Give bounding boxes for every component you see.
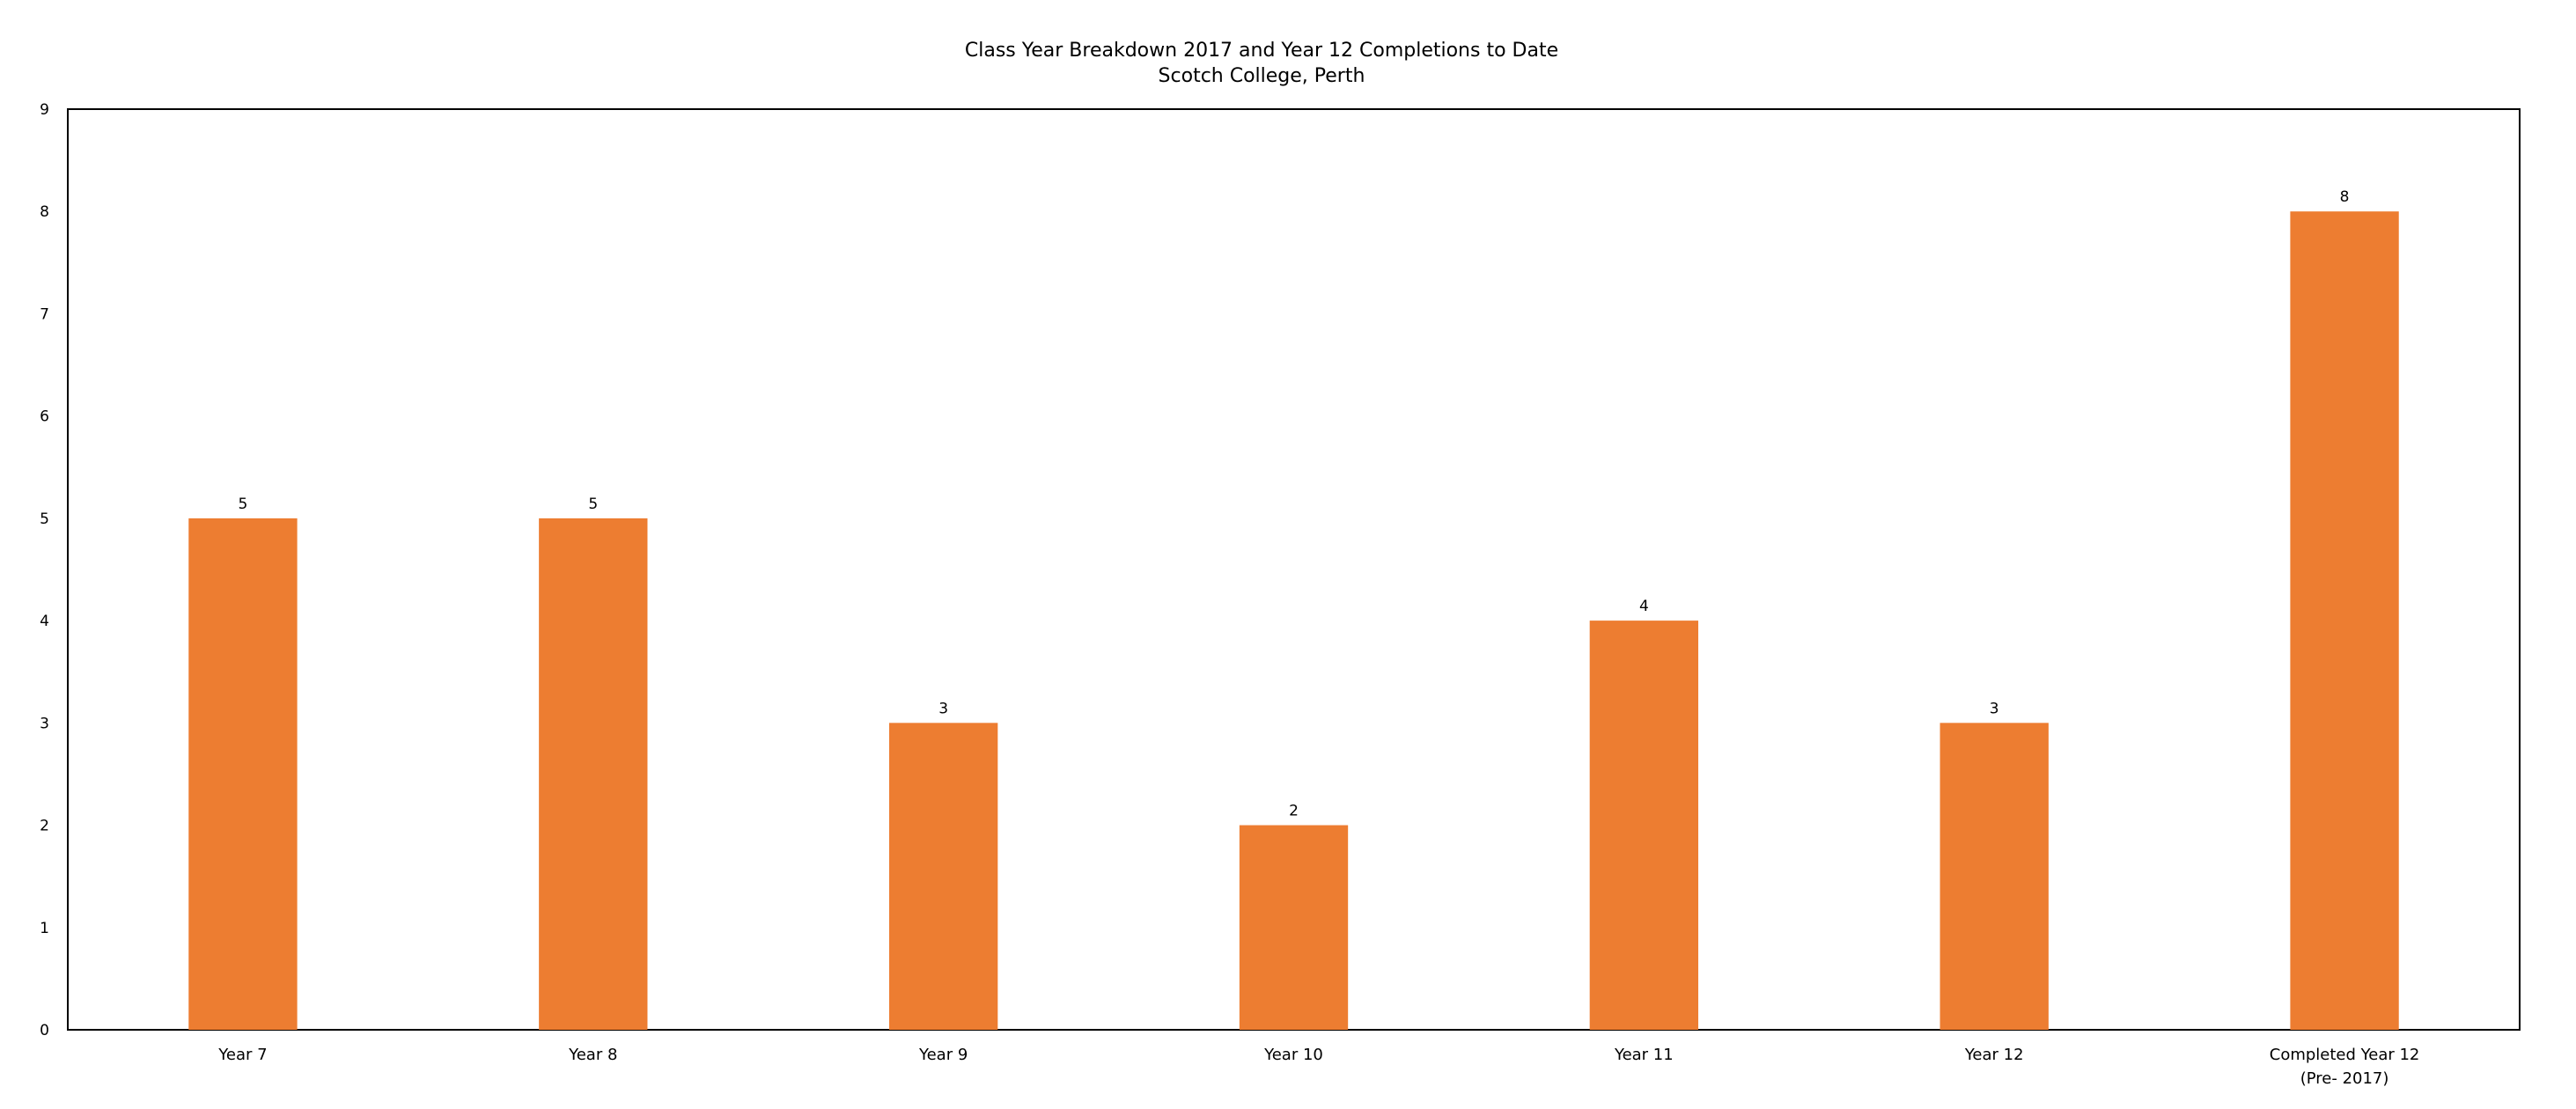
x-tick-label: Year 9 bbox=[918, 1046, 968, 1064]
y-tick-label: 0 bbox=[40, 1022, 49, 1039]
y-tick-label: 2 bbox=[40, 818, 49, 835]
x-tick-label: Year 8 bbox=[568, 1046, 617, 1064]
data-labels: 5 5 3 2 4 3 8 bbox=[239, 188, 2350, 819]
x-tick-label-line: Year 11 bbox=[1614, 1046, 1674, 1064]
y-tick-label: 9 bbox=[40, 101, 49, 119]
x-tick-label: Year 7 bbox=[217, 1046, 267, 1064]
x-tick-label-line: Year 10 bbox=[1263, 1046, 1323, 1064]
data-label: 5 bbox=[239, 496, 248, 513]
bar-series bbox=[188, 211, 2399, 1030]
bar bbox=[1939, 723, 2049, 1030]
x-axis-ticks: Year 7 Year 8 Year 9 Year 10 Year 11 Year 12 C… bbox=[217, 1046, 2419, 1088]
chart-subtitle: Scotch College, Perth bbox=[1159, 65, 1365, 87]
bar bbox=[539, 518, 648, 1030]
bar bbox=[888, 723, 998, 1030]
y-tick-label: 1 bbox=[40, 920, 49, 937]
x-tick-label-line: Year 9 bbox=[918, 1046, 968, 1064]
x-tick-label-line: Year 7 bbox=[217, 1046, 267, 1064]
x-tick-label-line: Year 12 bbox=[1964, 1046, 2024, 1064]
x-tick-label-line: Year 8 bbox=[568, 1046, 617, 1064]
data-label: 2 bbox=[1289, 803, 1299, 820]
data-label: 3 bbox=[1990, 700, 1999, 717]
data-label: 8 bbox=[2340, 188, 2350, 206]
x-tick-label: Year 12 bbox=[1964, 1046, 2024, 1064]
x-tick-label-line: Completed Year 12 bbox=[2270, 1046, 2420, 1064]
y-tick-label: 5 bbox=[40, 510, 49, 528]
y-axis-ticks: 0 1 2 3 4 5 6 7 8 9 bbox=[40, 101, 49, 1039]
data-label: 3 bbox=[938, 700, 948, 717]
y-tick-label: 3 bbox=[40, 715, 49, 732]
y-tick-label: 8 bbox=[40, 203, 49, 221]
x-tick-label-line: (Pre- 2017) bbox=[2300, 1069, 2389, 1088]
y-tick-label: 4 bbox=[40, 613, 49, 630]
data-label: 4 bbox=[1639, 598, 1649, 615]
chart-title: Class Year Breakdown 2017 and Year 12 Co… bbox=[965, 40, 1558, 62]
bar bbox=[1589, 621, 1699, 1030]
bar bbox=[1239, 825, 1349, 1030]
y-tick-label: 6 bbox=[40, 408, 49, 426]
bar bbox=[188, 518, 298, 1030]
chart-title-group: Class Year Breakdown 2017 and Year 12 Co… bbox=[965, 40, 1558, 87]
bar bbox=[2290, 211, 2399, 1030]
data-label: 5 bbox=[588, 496, 598, 513]
x-tick-label: Year 11 bbox=[1614, 1046, 1674, 1064]
y-tick-label: 7 bbox=[40, 305, 49, 323]
x-tick-label: Completed Year 12 (Pre- 2017) bbox=[2270, 1046, 2420, 1088]
x-tick-label: Year 10 bbox=[1263, 1046, 1323, 1064]
